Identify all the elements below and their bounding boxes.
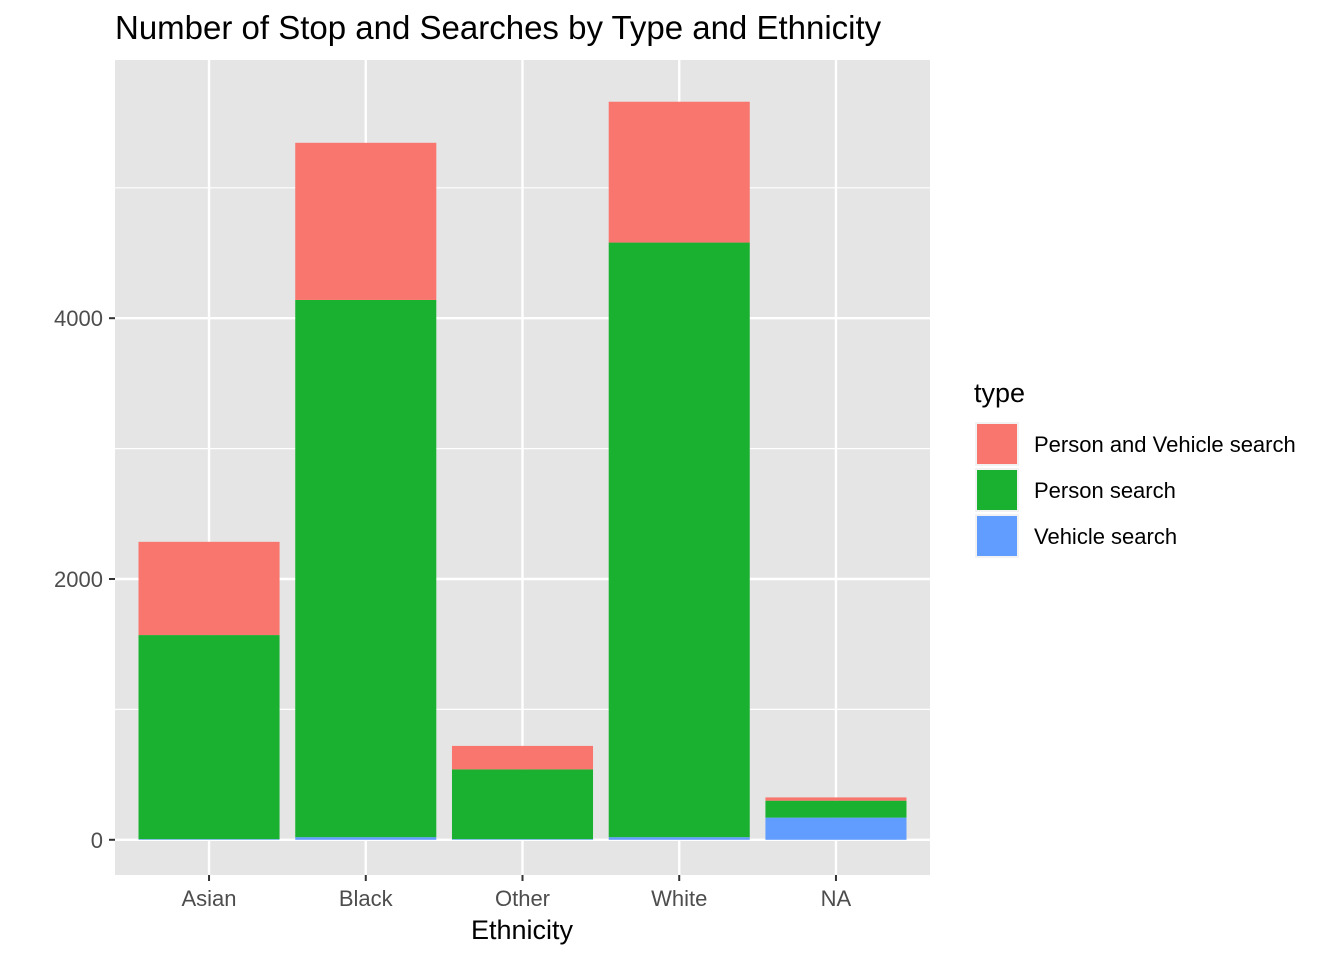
bar-segment <box>138 541 280 636</box>
bar-segment <box>608 242 750 838</box>
bars-layer <box>138 101 907 840</box>
bar-segment <box>451 769 594 840</box>
y-tick-label: 2000 <box>54 567 103 592</box>
bar-segment <box>608 837 750 840</box>
x-axis: Asian Black Other White NA <box>182 875 852 911</box>
x-tick-label: Asian <box>182 886 237 911</box>
bar-segment <box>295 299 437 838</box>
chart-title: Number of Stop and Searches by Type and … <box>115 9 882 46</box>
bar-segment <box>451 839 594 840</box>
legend-swatch <box>977 516 1017 556</box>
legend-label: Person search <box>1034 478 1176 503</box>
x-tick-label: NA <box>821 886 852 911</box>
x-axis-title: Ethnicity <box>471 915 574 945</box>
bar-segment <box>765 797 907 801</box>
bar-segment <box>608 101 750 243</box>
bar-segment <box>295 837 437 840</box>
legend-swatch <box>977 470 1017 510</box>
legend-label: Person and Vehicle search <box>1034 432 1296 457</box>
bar-segment <box>765 800 907 818</box>
bar-segment <box>138 635 280 840</box>
legend-label: Vehicle search <box>1034 524 1177 549</box>
legend-swatch <box>977 424 1017 464</box>
legend: type Person and Vehicle search Person sea… <box>974 378 1296 558</box>
y-tick-label: 4000 <box>54 306 103 331</box>
x-tick-label: Other <box>495 886 550 911</box>
x-tick-label: White <box>651 886 707 911</box>
bar-segment <box>765 817 907 840</box>
legend-title: type <box>974 378 1025 408</box>
bar-segment <box>295 142 437 300</box>
y-tick-label: 0 <box>91 828 103 853</box>
bar-segment <box>138 839 280 840</box>
x-tick-label: Black <box>339 886 394 911</box>
y-axis: 0 2000 4000 <box>54 306 115 853</box>
bar-segment <box>451 745 594 770</box>
